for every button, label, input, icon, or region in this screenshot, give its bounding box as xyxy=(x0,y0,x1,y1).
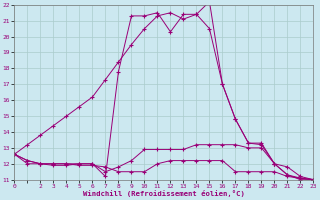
X-axis label: Windchill (Refroidissement éolien,°C): Windchill (Refroidissement éolien,°C) xyxy=(83,190,245,197)
